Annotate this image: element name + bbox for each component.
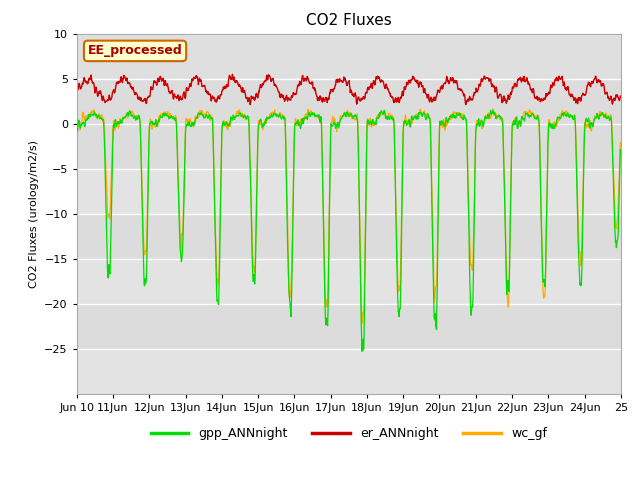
wc_gf bbox=[417, 106, 424, 112]
Title: CO2 Fluxes: CO2 Fluxes bbox=[306, 13, 392, 28]
er_ANNnight bbox=[180, 92, 188, 98]
wc_gf bbox=[616, 140, 624, 145]
er_ANNnight bbox=[194, 77, 202, 83]
er_ANNnight bbox=[553, 74, 561, 80]
Line: wc_gf: wc_gf bbox=[77, 109, 620, 323]
Y-axis label: CO2 Fluxes (urology/m2/s): CO2 Fluxes (urology/m2/s) bbox=[29, 140, 38, 288]
gpp_ANNnight bbox=[73, 126, 81, 132]
wc_gf bbox=[73, 118, 81, 124]
gpp_ANNnight bbox=[180, 172, 188, 178]
wc_gf bbox=[180, 168, 188, 174]
wc_gf bbox=[505, 299, 513, 305]
gpp_ANNnight bbox=[255, 122, 262, 128]
wc_gf bbox=[358, 320, 366, 326]
Bar bbox=[77, 348, 621, 394]
wc_gf bbox=[255, 118, 262, 124]
Bar bbox=[77, 259, 621, 303]
Text: EE_processed: EE_processed bbox=[88, 44, 182, 58]
Line: gpp_ANNnight: gpp_ANNnight bbox=[77, 110, 620, 351]
gpp_ANNnight bbox=[358, 348, 366, 354]
gpp_ANNnight bbox=[433, 287, 441, 292]
wc_gf bbox=[194, 113, 202, 119]
er_ANNnight bbox=[246, 102, 254, 108]
Bar bbox=[77, 34, 621, 79]
er_ANNnight bbox=[228, 72, 236, 77]
er_ANNnight bbox=[434, 88, 442, 94]
wc_gf bbox=[434, 237, 442, 243]
gpp_ANNnight bbox=[616, 147, 624, 153]
gpp_ANNnight bbox=[505, 286, 513, 292]
er_ANNnight bbox=[505, 94, 513, 100]
gpp_ANNnight bbox=[487, 108, 495, 113]
er_ANNnight bbox=[616, 93, 624, 99]
Bar bbox=[77, 168, 621, 214]
wc_gf bbox=[553, 124, 561, 130]
er_ANNnight bbox=[255, 89, 263, 95]
gpp_ANNnight bbox=[553, 120, 561, 125]
Line: er_ANNnight: er_ANNnight bbox=[77, 74, 620, 105]
er_ANNnight bbox=[73, 87, 81, 93]
gpp_ANNnight bbox=[194, 112, 202, 118]
Legend: gpp_ANNnight, er_ANNnight, wc_gf: gpp_ANNnight, er_ANNnight, wc_gf bbox=[146, 422, 552, 445]
